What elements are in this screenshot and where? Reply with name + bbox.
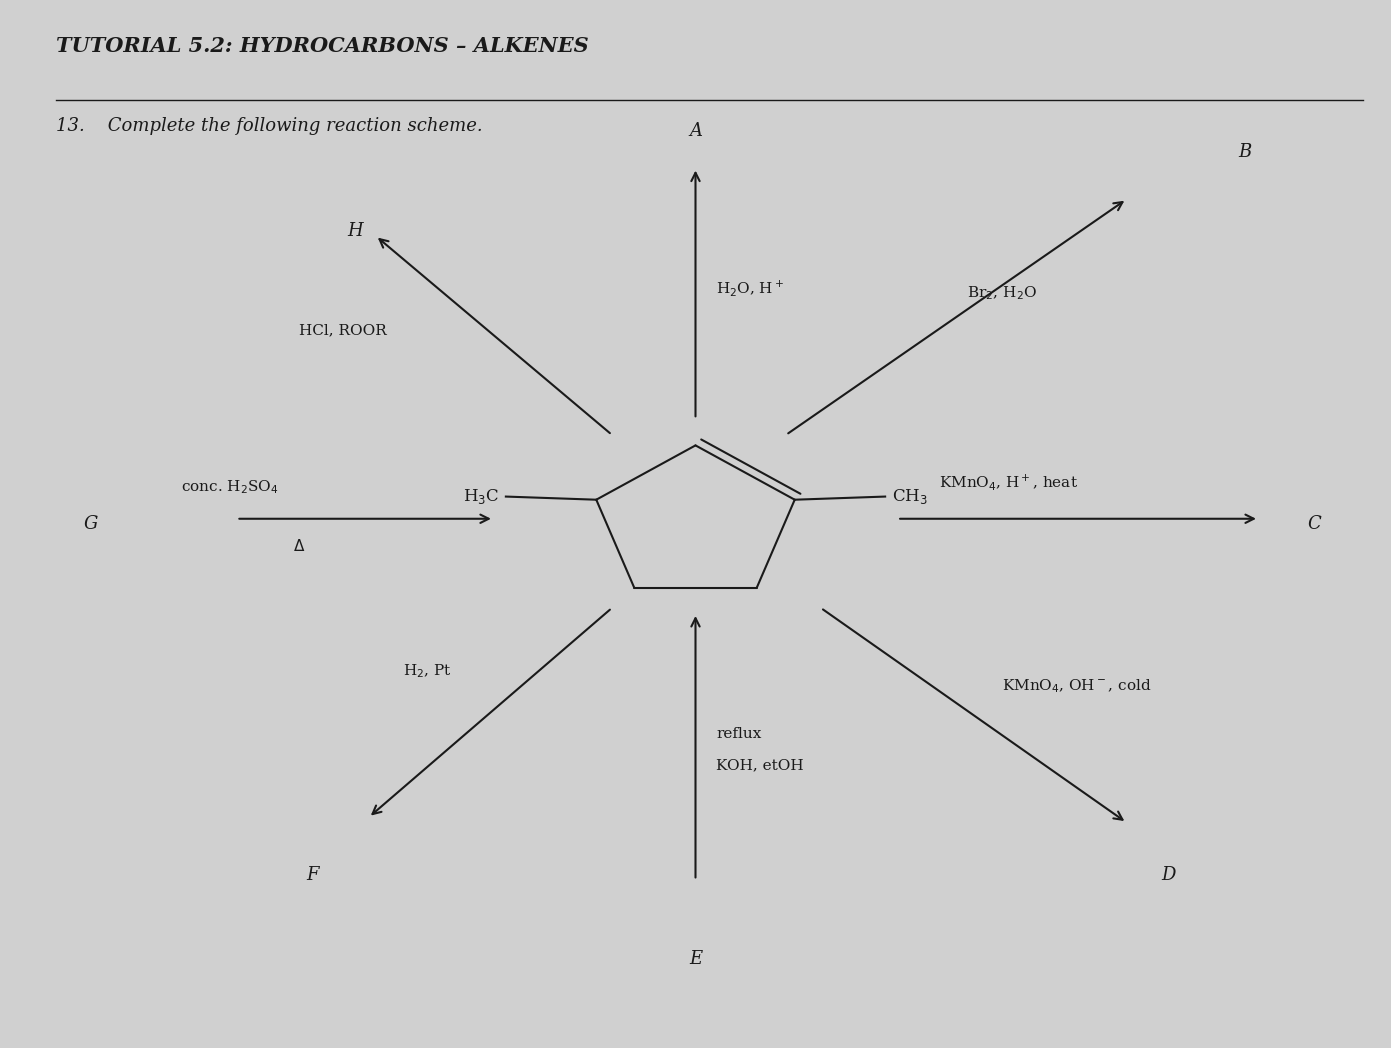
- Text: 13.    Complete the following reaction scheme.: 13. Complete the following reaction sche…: [56, 117, 483, 135]
- Text: Br$_2$, H$_2$O: Br$_2$, H$_2$O: [967, 285, 1036, 302]
- Text: H: H: [346, 221, 363, 240]
- Text: B: B: [1238, 143, 1252, 161]
- Text: H$_3$C: H$_3$C: [463, 487, 499, 506]
- Text: F: F: [307, 866, 319, 885]
- Text: CH$_3$: CH$_3$: [892, 487, 928, 506]
- Text: H$_2$O, H$^+$: H$_2$O, H$^+$: [716, 278, 785, 299]
- Text: KMnO$_4$, OH$^-$, cold: KMnO$_4$, OH$^-$, cold: [1002, 678, 1152, 695]
- Text: HCl, ROOR: HCl, ROOR: [299, 323, 387, 337]
- Text: A: A: [689, 122, 702, 140]
- Text: reflux: reflux: [716, 726, 762, 741]
- Text: $\Delta$: $\Delta$: [294, 538, 305, 553]
- Text: G: G: [83, 515, 97, 533]
- Text: KMnO$_4$, H$^+$, heat: KMnO$_4$, H$^+$, heat: [939, 472, 1078, 493]
- Text: conc. H$_2$SO$_4$: conc. H$_2$SO$_4$: [181, 479, 278, 496]
- Text: KOH, etOH: KOH, etOH: [716, 758, 804, 772]
- Text: E: E: [689, 949, 702, 968]
- Text: H$_2$, Pt: H$_2$, Pt: [403, 662, 452, 679]
- Text: TUTORIAL 5.2: HYDROCARBONS – ALKENES: TUTORIAL 5.2: HYDROCARBONS – ALKENES: [56, 37, 588, 57]
- Text: C: C: [1308, 515, 1321, 533]
- Text: D: D: [1161, 866, 1175, 885]
